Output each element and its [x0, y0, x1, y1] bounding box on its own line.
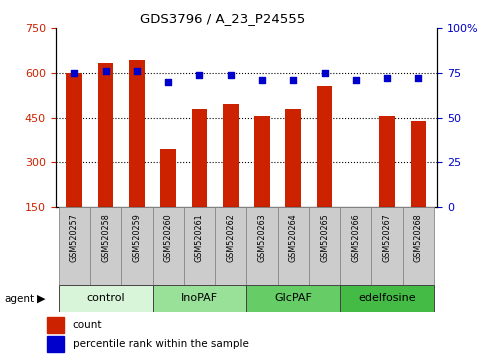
Text: percentile rank within the sample: percentile rank within the sample — [72, 339, 249, 349]
Point — [164, 79, 172, 85]
Bar — [153, 285, 246, 312]
Text: GSM520259: GSM520259 — [132, 213, 142, 262]
Point — [414, 75, 422, 81]
Bar — [58, 207, 90, 285]
Bar — [184, 207, 215, 285]
Text: GSM520267: GSM520267 — [383, 213, 392, 262]
Bar — [317, 86, 332, 207]
Bar — [309, 207, 340, 285]
Point — [71, 70, 78, 76]
Bar — [98, 63, 114, 207]
Bar — [379, 116, 395, 207]
Bar — [340, 285, 434, 312]
Text: GSM520264: GSM520264 — [289, 213, 298, 262]
Text: GSM520257: GSM520257 — [70, 213, 79, 262]
Point — [289, 77, 297, 83]
Text: InoPAF: InoPAF — [181, 293, 218, 303]
Text: agent: agent — [5, 294, 35, 304]
Point — [133, 68, 141, 74]
Bar — [278, 207, 309, 285]
Text: GSM520261: GSM520261 — [195, 213, 204, 262]
Text: GSM520265: GSM520265 — [320, 213, 329, 262]
Text: GSM520258: GSM520258 — [101, 213, 110, 262]
Text: edelfosine: edelfosine — [358, 293, 416, 303]
Bar — [411, 121, 426, 207]
Text: control: control — [86, 293, 125, 303]
Text: GSM520262: GSM520262 — [226, 213, 235, 262]
Text: GSM520260: GSM520260 — [164, 213, 172, 262]
Point — [227, 72, 235, 78]
Point — [383, 75, 391, 81]
Bar — [47, 337, 64, 352]
Point — [258, 77, 266, 83]
Text: GSM520263: GSM520263 — [257, 213, 267, 262]
Bar — [254, 116, 270, 207]
Bar — [246, 207, 278, 285]
Text: GSM520266: GSM520266 — [351, 213, 360, 262]
Bar — [90, 207, 121, 285]
Point — [102, 68, 110, 74]
Bar — [58, 285, 153, 312]
Point — [352, 77, 360, 83]
Bar — [67, 73, 82, 207]
Text: GlcPAF: GlcPAF — [274, 293, 312, 303]
Bar — [340, 207, 371, 285]
Bar — [348, 207, 364, 216]
Bar — [192, 109, 207, 207]
Bar — [215, 207, 246, 285]
Text: GSM520268: GSM520268 — [414, 213, 423, 262]
Bar — [160, 149, 176, 207]
Bar — [47, 317, 64, 333]
Bar — [371, 207, 403, 285]
Text: count: count — [72, 320, 102, 330]
Text: ▶: ▶ — [37, 294, 46, 304]
Bar — [121, 207, 153, 285]
Bar — [153, 207, 184, 285]
Point — [321, 70, 328, 76]
Bar — [403, 207, 434, 285]
Point — [196, 72, 203, 78]
Bar — [223, 104, 239, 207]
Bar — [285, 109, 301, 207]
Text: GDS3796 / A_23_P24555: GDS3796 / A_23_P24555 — [140, 12, 305, 25]
Bar — [246, 285, 340, 312]
Bar — [129, 59, 145, 207]
